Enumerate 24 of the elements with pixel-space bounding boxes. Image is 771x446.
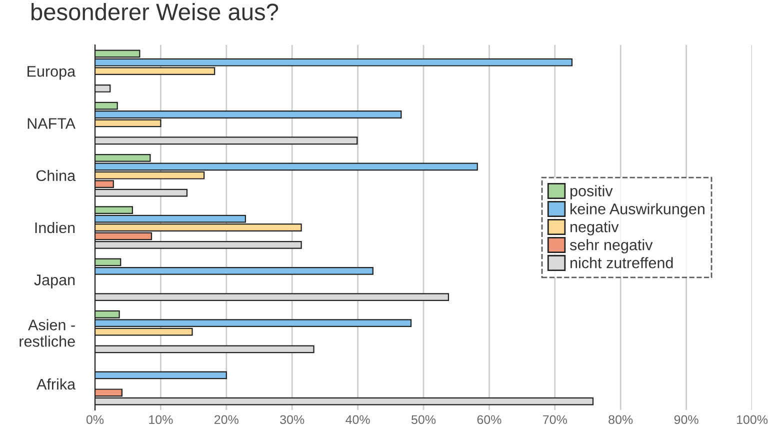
y-tick-label: Indien (35, 222, 75, 234)
y-tick-label: Asien - restliche (20, 319, 75, 347)
y-tick-label: China (36, 170, 76, 182)
x-tick-label: 60% (477, 415, 502, 424)
x-tick-label: 80% (608, 415, 633, 424)
x-tick-label: 50% (411, 415, 436, 424)
y-tick-label: Japan (34, 274, 75, 288)
x-tick-label: 20% (214, 415, 238, 424)
chart-title: besonderer Weise aus? (32, 2, 278, 20)
x-tick-label: 0% (86, 415, 104, 424)
legend-label: sehr negativ (570, 239, 653, 254)
x-tick-label: 30% (280, 415, 304, 424)
legend-label: nicht zutreffend (570, 257, 673, 268)
x-tick-label: 10% (149, 415, 173, 424)
x-tick-label: 90% (674, 415, 698, 424)
x-tick-label: 100% (736, 415, 768, 424)
y-tick-label: Europa (28, 66, 76, 80)
legend-label: positiv (570, 185, 613, 200)
x-tick-label: 40% (346, 415, 370, 424)
y-tick-label: NAFTA (28, 118, 76, 129)
legend-label: negativ (570, 221, 619, 236)
y-tick-label: Afrika (36, 378, 76, 390)
x-tick-label: 70% (543, 415, 567, 424)
legend-label: keine Auswirkungen (570, 203, 704, 218)
